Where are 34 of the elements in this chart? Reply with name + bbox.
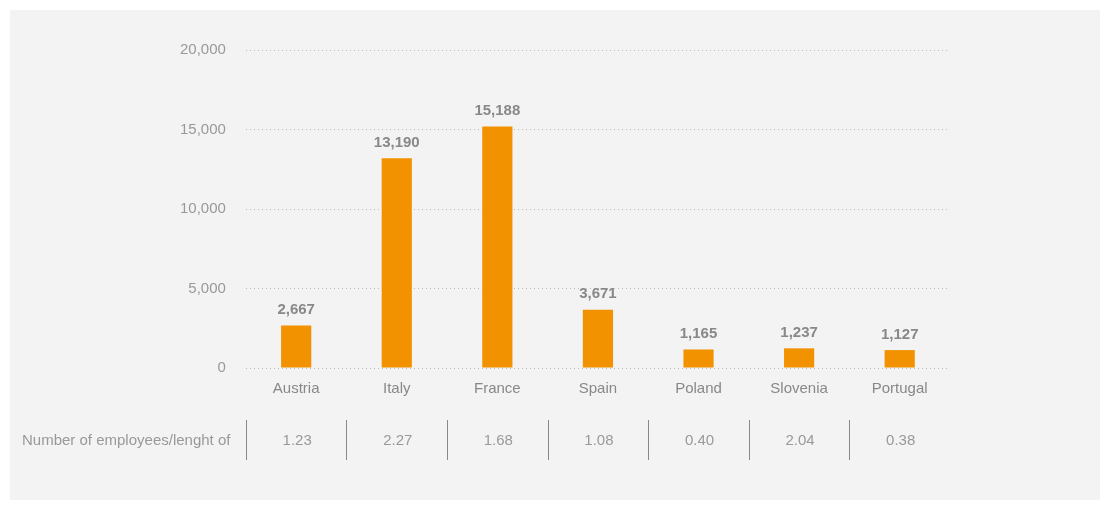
text: 1.23 — [245, 420, 348, 460]
x-tick-label: Portugal — [871, 379, 928, 397]
data-label: 1,237 — [780, 322, 818, 340]
x-tick-label: Italy — [383, 379, 412, 397]
text: 0.38 — [849, 420, 951, 460]
data-label: 1,165 — [679, 324, 718, 342]
text: 2.04 — [748, 420, 851, 460]
text: 1.68 — [447, 420, 549, 460]
data-label: 15,188 — [474, 101, 521, 119]
text: Number of employees/lenght of — [22, 430, 231, 450]
text: 2.27 — [346, 420, 449, 460]
bar — [884, 350, 915, 368]
bar — [381, 158, 412, 368]
data-label: 3,671 — [579, 284, 617, 302]
text: 0.40 — [648, 420, 750, 460]
bar — [784, 348, 815, 368]
bar — [683, 349, 714, 368]
text: 1.08 — [547, 420, 650, 460]
x-tick-label: Spain — [578, 379, 618, 397]
data-label: 1,127 — [880, 324, 919, 342]
bar — [482, 126, 513, 368]
x-tick-label: France — [474, 379, 521, 397]
bar — [582, 309, 614, 368]
y-tick-label: 20,000 — [179, 40, 226, 58]
data-label: 13,190 — [373, 132, 420, 150]
data-label: 2,667 — [277, 300, 315, 318]
y-tick-label: 15,000 — [179, 119, 226, 137]
x-tick-label: Austria — [272, 379, 321, 397]
y-tick-label: 10,000 — [179, 199, 226, 217]
bar — [281, 325, 312, 368]
y-tick-label: 0 — [217, 358, 226, 376]
y-tick-label: 5,000 — [188, 278, 226, 296]
x-tick-label: Slovenia — [770, 379, 829, 397]
x-tick-label: Poland — [675, 379, 722, 397]
